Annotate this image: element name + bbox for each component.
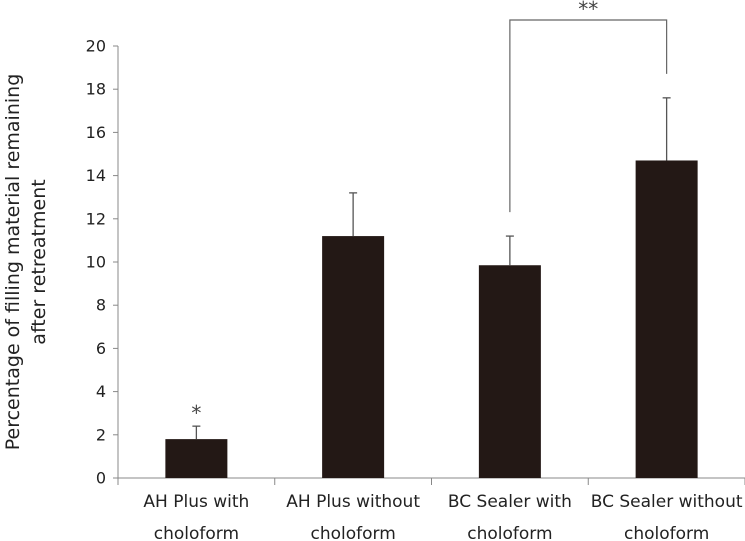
y-tick-label: 4 <box>96 382 106 401</box>
significance-marker: ** <box>578 0 598 21</box>
significance-marker: * <box>191 401 201 425</box>
category-label: choloform <box>310 524 395 541</box>
bar <box>478 265 541 478</box>
y-tick-label: 2 <box>96 425 106 444</box>
y-tick-label: 6 <box>96 339 106 358</box>
y-tick-label: 16 <box>86 123 106 142</box>
significance-bracket <box>509 19 668 213</box>
category-labels: AH Plus with choloform AH Plus without chol… <box>143 492 742 541</box>
y-ticks: 0 2 4 6 8 10 12 14 16 18 20 <box>86 37 118 488</box>
category-label: choloform <box>154 524 239 541</box>
y-tick-label: 0 <box>96 469 106 488</box>
category-label: AH Plus with <box>143 492 249 512</box>
y-tick-label: 8 <box>96 296 106 315</box>
y-tick-label: 20 <box>86 37 106 56</box>
bars <box>165 160 698 479</box>
y-tick-label: 14 <box>86 166 106 185</box>
y-axis-title-line: after retreatment <box>28 179 50 344</box>
annotations: *** <box>191 0 668 425</box>
category-label: choloform <box>624 524 709 541</box>
y-tick-label: 18 <box>86 80 106 99</box>
bar <box>165 439 228 478</box>
category-label: BC Sealer without <box>591 492 743 512</box>
y-tick-label: 10 <box>86 253 106 272</box>
y-axis-title-line: Percentage of filling material remaining <box>2 74 24 451</box>
category-label: AH Plus without <box>286 492 420 512</box>
category-label: BC Sealer with <box>448 492 572 512</box>
y-axis-title: Percentage of filling material remaining… <box>2 74 50 451</box>
category-label: choloform <box>467 524 552 541</box>
y-tick-label: 12 <box>86 209 106 228</box>
bar <box>635 160 698 479</box>
bar <box>322 236 385 478</box>
error-bars <box>192 97 671 440</box>
